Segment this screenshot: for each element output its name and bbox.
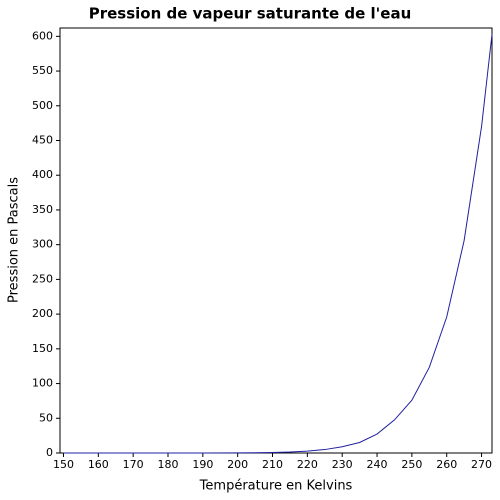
y-tick-label: 400 <box>32 168 53 181</box>
y-tick-label: 600 <box>32 29 53 42</box>
y-tick-label: 50 <box>39 411 53 424</box>
x-tick-label: 180 <box>158 458 179 471</box>
x-tick-label: 230 <box>332 458 353 471</box>
x-tick-label: 250 <box>401 458 422 471</box>
y-tick-label: 0 <box>46 446 53 459</box>
y-tick-label: 100 <box>32 377 53 390</box>
x-tick-label: 160 <box>88 458 109 471</box>
x-tick-label: 220 <box>297 458 318 471</box>
y-tick-label: 250 <box>32 272 53 285</box>
plot-frame <box>59 27 493 454</box>
x-axis-label: Température en Kelvins <box>199 479 353 494</box>
y-tick-label: 500 <box>32 99 53 112</box>
x-tick-label: 170 <box>123 458 144 471</box>
data-line <box>63 34 493 454</box>
y-tick-label: 150 <box>32 342 53 355</box>
y-tick-label: 300 <box>32 238 53 251</box>
y-tick-label: 350 <box>32 203 53 216</box>
y-axis-label: Pression en Pascals <box>7 177 22 303</box>
chart-title: Pression de vapeur saturante de l'eau <box>89 5 412 23</box>
x-tick-label: 150 <box>53 458 74 471</box>
y-tick-label: 550 <box>32 64 53 77</box>
y-tick-label: 450 <box>32 134 53 147</box>
x-tick-label: 270 <box>471 458 492 471</box>
x-tick-label: 260 <box>436 458 457 471</box>
x-tick-label: 200 <box>227 458 248 471</box>
x-tick-label: 240 <box>367 458 388 471</box>
x-tick-label: 210 <box>262 458 283 471</box>
x-tick-label: 190 <box>192 458 213 471</box>
y-tick-label: 200 <box>32 307 53 320</box>
